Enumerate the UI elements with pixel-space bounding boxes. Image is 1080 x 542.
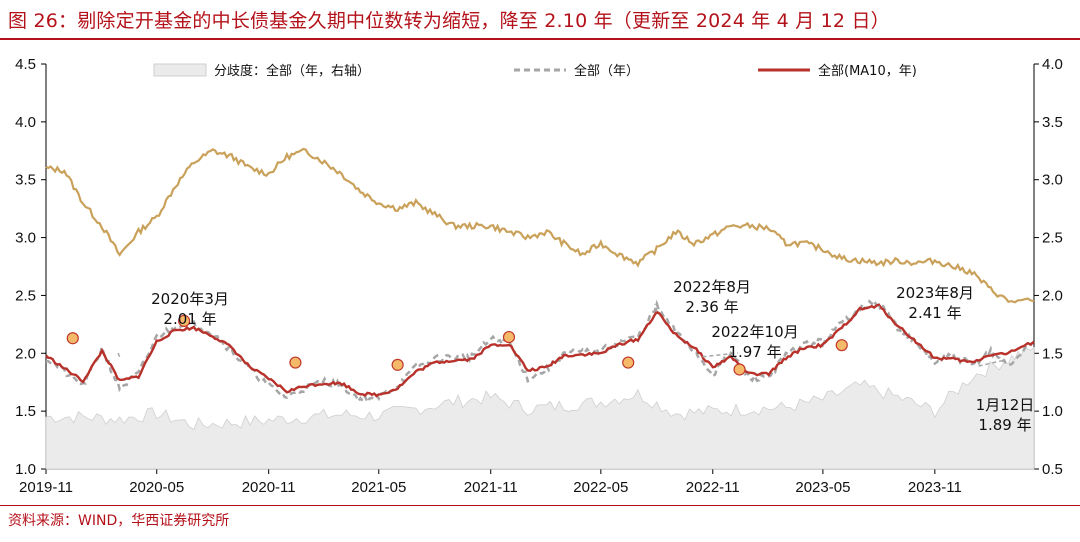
annotation-date: 1月12日 [976,396,1035,414]
x-tick-label: 2019-11 [19,479,73,496]
annotation-leader [654,303,658,312]
left-tick-label: 3.5 [15,172,36,189]
legend-raw-label: 全部（年） [574,63,639,79]
x-tick-label: 2023-05 [795,479,850,496]
x-tick-label: 2021-05 [351,479,406,496]
left-tick-label: 1.0 [15,461,36,478]
annotation-value: 1.97 年 [728,343,781,361]
highlight-marker [835,339,848,352]
x-tick-label: 2023-11 [908,479,962,496]
annotation-value: 2.36 年 [685,298,738,316]
left-tick-label: 2.5 [15,287,36,304]
legend-dispersion-swatch [153,63,207,77]
legend-ma10-label: 全部(MA10，年) [818,63,917,79]
highlight-marker [178,314,191,327]
highlight-marker [502,330,516,344]
right-tick-label: 2.5 [1042,230,1063,247]
annotation-date: 2022年8月 [673,278,751,296]
right-tick-label: 0.5 [1042,461,1063,478]
annotation-value: 1.89 年 [978,416,1031,434]
annotation-date: 2022年10月 [711,323,798,341]
annotation-leader [702,352,739,358]
source-rule [0,505,1080,506]
duration-chart: 1.0 1.5 2.0 2.5 3.0 3.5 4.0 4.5 0.5 1.0 1.5 2.0 2.5 3… [15,56,1063,496]
chart-title: 图 26：剔除定开基金的中长债基金久期中位数转为缩短，降至 2.10 年（更新至… [8,10,890,32]
annotation-leader [978,359,1006,367]
x-tick-label: 2022-05 [573,479,628,496]
right-tick-label: 3.5 [1042,114,1063,131]
dispersion-area [45,345,1035,470]
gold-series-line [45,147,1035,304]
x-tick-label: 2021-11 [464,479,518,496]
title-rule [0,38,1080,40]
highlight-marker [66,332,79,345]
axes-layer: 1.0 1.5 2.0 2.5 3.0 3.5 4.0 4.5 0.5 1.0 1.5 2.0 2.5 3… [15,56,1063,496]
annotation-leader [117,352,121,358]
annotation-value: 2.01 年 [163,310,216,328]
x-tick-label: 2020-05 [129,479,184,496]
raw-series-line [45,298,1036,405]
right-tick-label: 2.0 [1042,287,1063,304]
left-tick-label: 2.0 [15,345,36,362]
highlight-marker [391,358,404,371]
highlight-marker [289,356,302,369]
x-tick-label: 2022-11 [686,479,740,496]
x-tick-label: 2020-11 [242,479,296,496]
annotation-date: 2023年8月 [896,284,974,302]
left-tick-label: 1.5 [15,403,36,420]
left-tick-label: 3.0 [15,230,36,247]
right-tick-label: 1.5 [1042,345,1063,362]
marker-layer [66,314,848,376]
annotation-leader [878,305,881,311]
highlight-marker [622,356,635,369]
legend-dispersion-label: 分歧度：全部（年，右轴） [214,63,370,79]
right-tick-label: 1.0 [1042,403,1063,420]
annotation-value: 2.41 年 [908,304,961,322]
left-tick-label: 4.0 [15,114,36,131]
series-layer [45,147,1036,470]
highlight-marker [733,363,746,376]
source-note: 资料来源：WIND，华西证券研究所 [8,513,230,529]
legend: 分歧度：全部（年，右轴） 全部（年） 全部(MA10，年) [153,63,917,79]
right-tick-label: 4.0 [1042,56,1063,73]
right-tick-label: 3.0 [1042,172,1063,189]
ma10-series-line [45,303,1035,398]
annotation-layer: 2020年3月 2.01 年 2022年8月 2.36 年 2022年10月 1.97 年… [117,278,1035,434]
annotation-date: 2020年3月 [151,290,229,308]
left-tick-label: 4.5 [15,56,36,73]
